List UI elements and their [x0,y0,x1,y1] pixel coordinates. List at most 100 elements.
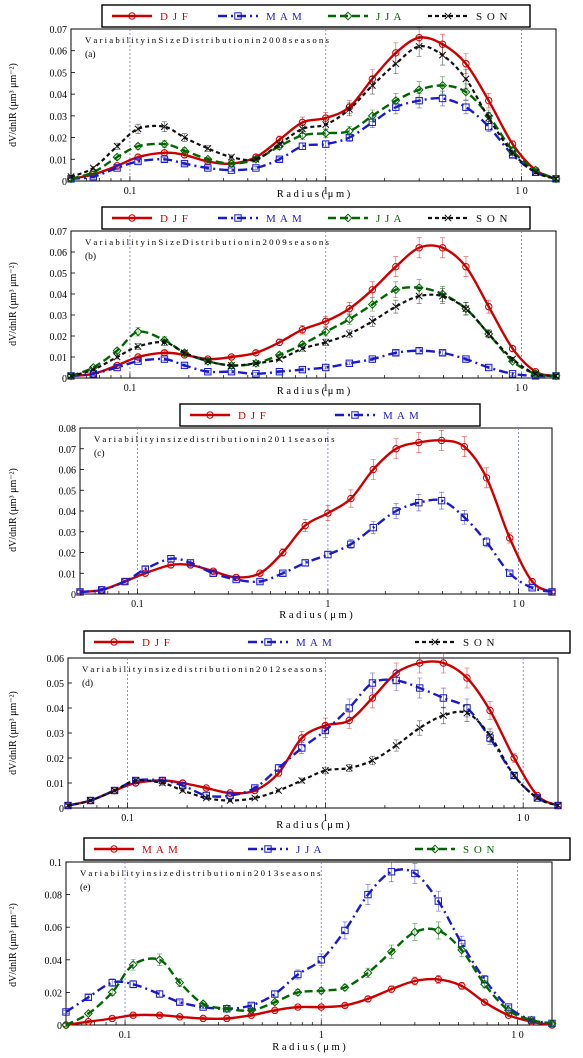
data-point [415,244,423,252]
data-point [415,42,423,50]
legend-marker-mam [234,12,242,20]
error-bar [130,1013,136,1018]
legend-marker-jja [343,213,353,223]
x-tick-label: 1 0 [511,1030,524,1041]
legend-label-son: S O N [476,11,509,23]
data-point [510,754,518,762]
legend-label-mam: M A M [383,410,420,422]
x-tick-label: 1 [323,813,328,824]
data-point [293,987,303,997]
data-point [251,794,259,802]
error-bar [439,430,445,451]
chart-title: V a r i a b i l i t y i n S i z e D i s … [85,35,330,45]
data-point [160,355,169,363]
y-tick-label: 0.01 [59,569,77,580]
data-point [416,724,424,732]
y-axis-label: dV/dnlR (μm³ μm⁻²) [8,903,19,987]
error-bar [440,652,446,674]
data-point [64,801,72,810]
data-point [509,355,517,363]
series-line-djf [70,36,557,180]
x-axis-label: R a d i u s ( μ m ) [279,610,353,621]
error-bar [280,571,286,576]
legend-label-djf: D J F [160,213,189,225]
data-point [439,659,448,667]
data-point [223,1014,231,1023]
data-point [134,157,142,166]
data-point [415,499,423,507]
error-bar [302,519,308,532]
y-tick-label: 0.03 [47,729,65,740]
y-tick-label: 0.07 [50,25,68,36]
error-bar [295,989,301,996]
data-point [392,741,400,750]
data-point [387,868,396,876]
data-point [111,786,119,795]
error-bar [228,354,234,360]
x-tick-label: 0.1 [124,186,137,197]
error-bar [412,976,418,986]
data-point [547,1018,557,1028]
x-axis-label: R a d i u s ( μ m ) [272,1042,346,1053]
data-point [209,569,217,577]
x-tick-label: 0.1 [131,599,144,610]
data-point [416,684,424,692]
data-point [180,361,189,370]
error-bar [412,923,418,941]
legend-box [101,4,531,28]
series-mam [76,491,556,596]
y-tick-label: 0.01 [50,155,68,166]
y-tick-label: 0.06 [59,466,77,477]
data-point [298,345,306,353]
data-point [369,465,377,474]
x-axis-label: R a d i u s ( μ m ) [277,386,351,397]
data-point [298,365,307,374]
data-point [316,986,326,996]
data-point [345,704,353,712]
y-tick-label: 0.05 [47,679,65,690]
data-point [203,154,213,164]
data-point [368,286,377,294]
data-point [67,173,75,181]
data-point [180,146,190,156]
error-bar [109,989,115,996]
error-bar [114,166,120,170]
data-point [76,588,84,596]
y-axis-label: dV/dnlR (μm³ μm⁻²) [8,468,19,552]
error-bar [416,494,422,512]
data-point [86,796,95,805]
data-point [347,494,355,503]
y-axis-label: dV/dnlR (μm³ μm⁻²) [8,691,19,775]
data-point [551,174,561,184]
error-bar [280,548,286,557]
y-tick-label: 0 [62,374,67,385]
data-point [341,926,349,935]
y-axis-label: dV/dnlR (μm³ μm⁻²) [8,63,19,147]
data-point [155,955,165,965]
data-point [532,168,540,176]
data-point [461,87,471,97]
data-point [552,175,560,183]
data-point [438,244,447,252]
legend-box [179,403,481,427]
data-point [274,764,283,772]
error-bar [63,1010,69,1014]
error-bar [252,785,258,791]
error-bar [272,1008,278,1013]
data-point [438,94,447,103]
data-point [202,794,210,802]
data-point [321,327,331,337]
y-tick-label: 0.03 [50,112,68,123]
x-tick-label: 1 [323,186,328,197]
data-point [392,349,400,357]
legend-label-djf: D J F [238,410,267,422]
error-bar [161,157,167,162]
error-bar [393,256,399,277]
error-bar [177,999,183,1005]
data-point [503,1005,513,1015]
data-point [84,993,93,1001]
data-point [252,370,260,378]
error-bar [205,166,211,170]
